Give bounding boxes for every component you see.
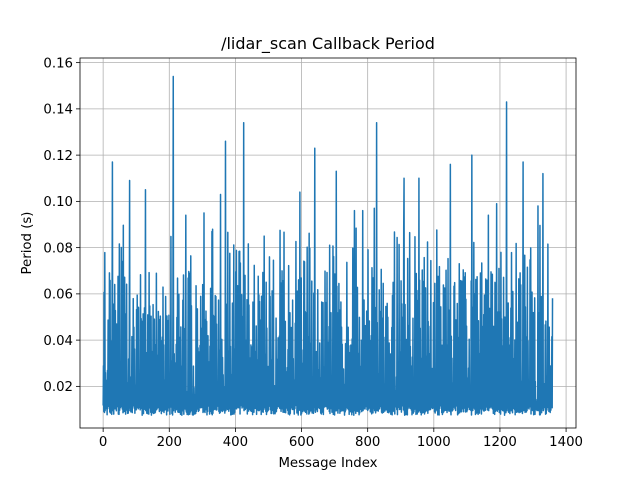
x-tick-label: 600 (289, 435, 314, 450)
y-tick-label: 0.02 (43, 380, 73, 395)
plot-frame (79, 57, 577, 429)
period-series-line (102, 75, 554, 417)
x-tick-label: 1200 (483, 435, 517, 450)
y-axis-title: Period (s) (20, 212, 35, 275)
y-tick-label: 0.14 (43, 103, 73, 118)
data-layer (102, 75, 554, 417)
y-tick-label: 0.04 (43, 334, 73, 349)
x-tick-label: 0 (99, 435, 107, 450)
x-axis: 0 200 400 600 800 1000 1200 1400 (99, 428, 583, 450)
y-tick-label: 0.12 (43, 149, 73, 164)
y-tick-label: 0.16 (43, 56, 73, 71)
x-tick-label: 200 (157, 435, 182, 450)
y-tick-label: 0.06 (43, 288, 73, 303)
x-axis-title: Message Index (278, 456, 377, 471)
x-tick-label: 400 (223, 435, 248, 450)
y-axis: 0.02 0.04 0.06 0.08 0.10 0.12 0.14 0.16 (43, 56, 80, 395)
y-tick-label: 0.10 (43, 195, 73, 210)
y-tick-label: 0.08 (43, 241, 73, 256)
x-tick-label: 1000 (417, 435, 451, 450)
chart-title: /lidar_scan Callback Period (221, 34, 435, 54)
x-tick-label: 1400 (549, 435, 583, 450)
x-tick-label: 800 (355, 435, 380, 450)
